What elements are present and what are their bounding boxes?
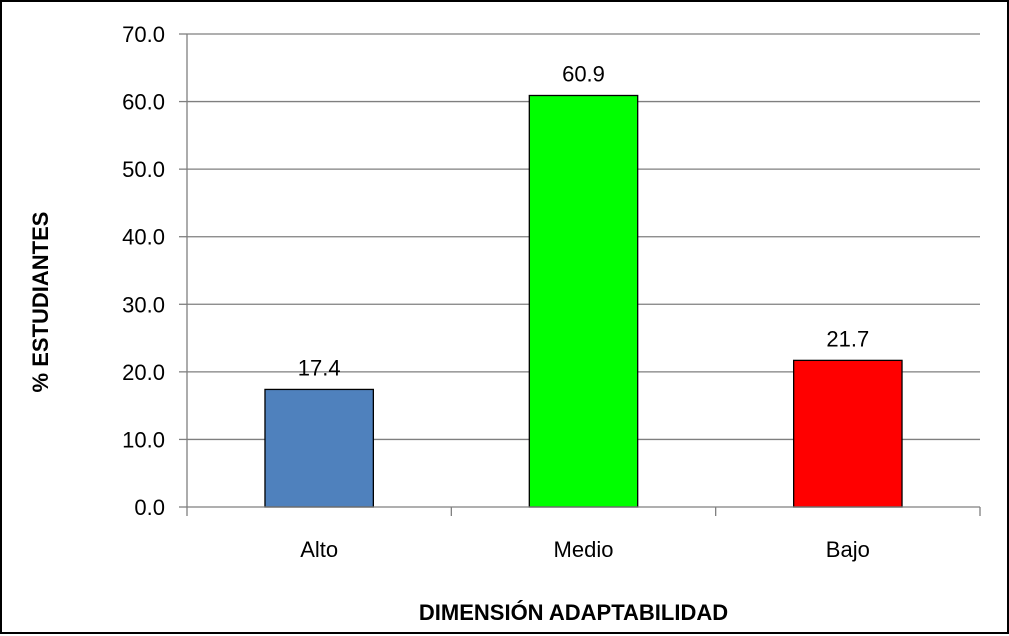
y-tick-label: 60.0: [122, 90, 165, 115]
x-axis-title: DIMENSIÓN ADAPTABILIDAD: [419, 600, 728, 625]
y-tick-label: 50.0: [122, 157, 165, 182]
data-label-alto: 17.4: [298, 355, 341, 380]
x-tick-label: Alto: [300, 537, 338, 562]
y-axis-title: % ESTUDIANTES: [28, 212, 53, 393]
y-tick-label: 30.0: [122, 292, 165, 317]
x-tick-label: Medio: [554, 537, 614, 562]
bars: [264, 94, 903, 508]
x-tick-label: Bajo: [826, 537, 870, 562]
y-tick-label: 70.0: [122, 22, 165, 47]
bar-bajo: [792, 359, 903, 508]
data-label-medio: 60.9: [562, 61, 605, 86]
y-tick-label: 0.0: [134, 495, 165, 520]
axes: [179, 33, 981, 516]
labels: 0.0 10.0 20.0 30.0 40.0 50.0 60.0 70.0 17.4 Alto 6…: [122, 22, 870, 562]
bar-medio: [528, 94, 639, 508]
data-label-bajo: 21.7: [826, 326, 869, 351]
y-tick-label: 20.0: [122, 360, 165, 385]
bar-alto: [264, 388, 375, 508]
y-tick-label: 40.0: [122, 225, 165, 250]
y-tick-label: 10.0: [122, 427, 165, 452]
